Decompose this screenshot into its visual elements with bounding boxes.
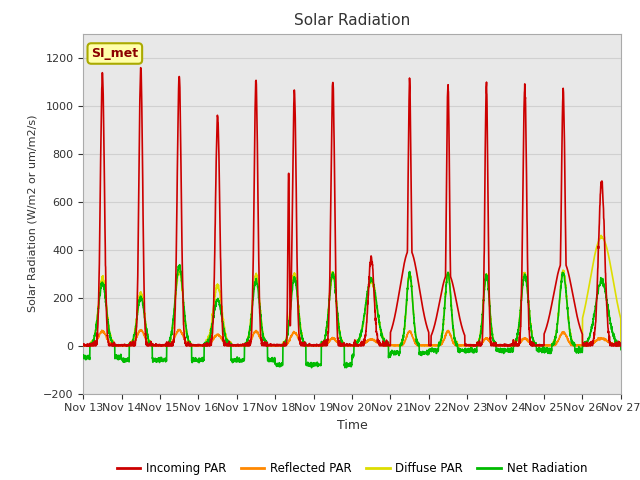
Legend: Incoming PAR, Reflected PAR, Diffuse PAR, Net Radiation: Incoming PAR, Reflected PAR, Diffuse PAR… xyxy=(112,457,592,480)
X-axis label: Time: Time xyxy=(337,419,367,432)
Text: SI_met: SI_met xyxy=(92,47,138,60)
Title: Solar Radiation: Solar Radiation xyxy=(294,13,410,28)
Y-axis label: Solar Radiation (W/m2 or um/m2/s): Solar Radiation (W/m2 or um/m2/s) xyxy=(28,115,37,312)
